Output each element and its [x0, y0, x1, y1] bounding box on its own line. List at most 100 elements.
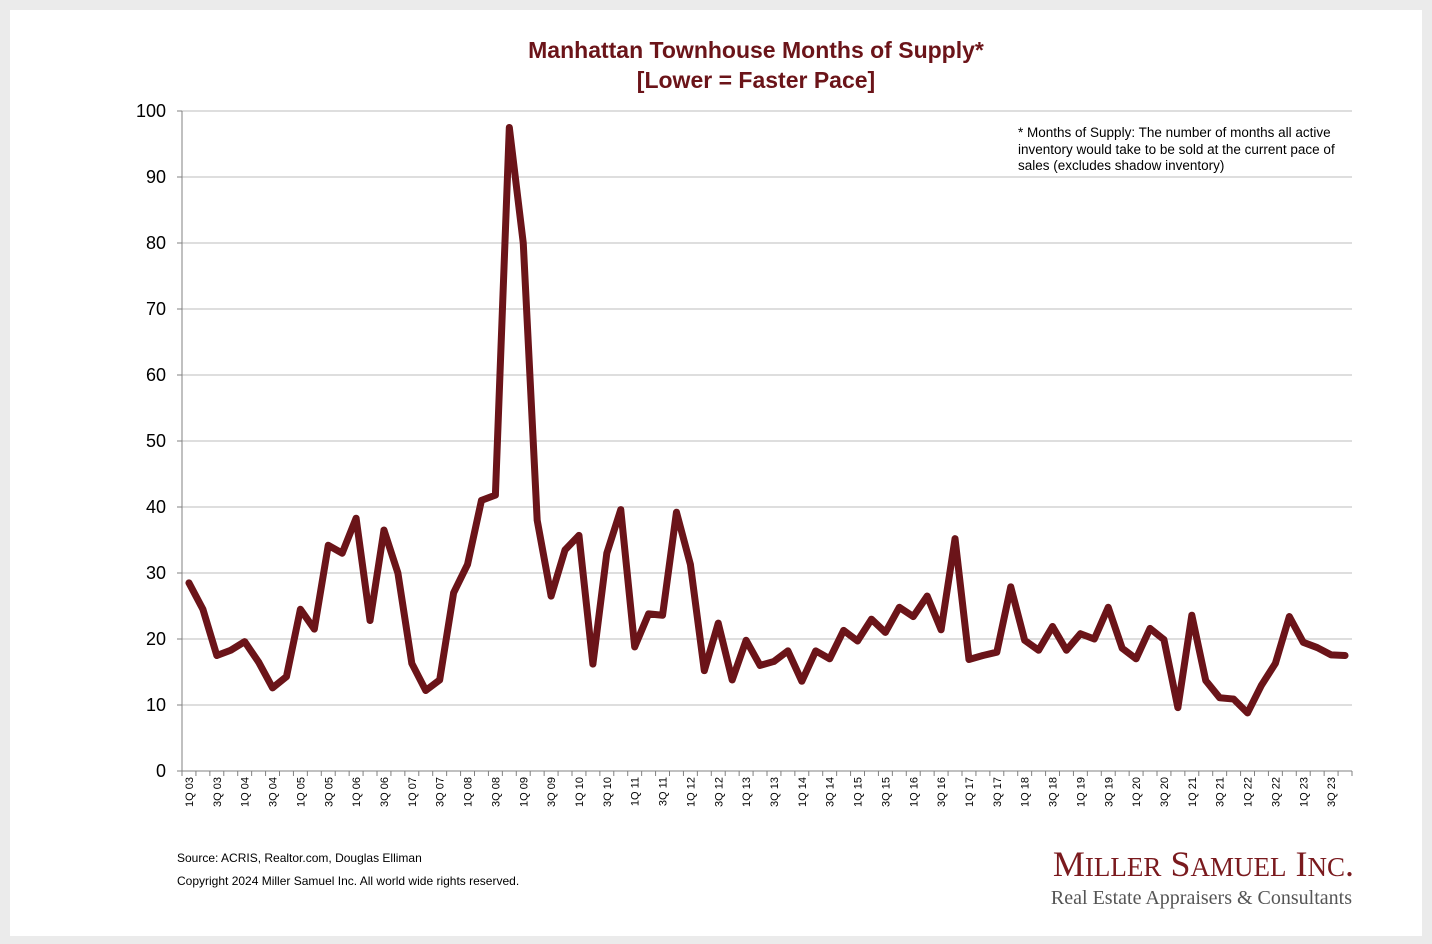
- data-point: [1313, 644, 1321, 651]
- supply-note-line-1: * Months of Supply: The number of months…: [1018, 125, 1331, 140]
- x-tick-label: 1Q 07: [407, 777, 419, 807]
- data-point: [1244, 709, 1251, 717]
- data-point: [324, 541, 332, 549]
- data-point: [241, 638, 248, 645]
- data-point: [213, 652, 221, 659]
- y-tick-label: 30: [146, 563, 166, 583]
- x-tick-label: 3Q 06: [379, 777, 391, 807]
- data-point: [1272, 660, 1279, 667]
- data-point: [603, 549, 611, 557]
- x-tick-label: 1Q 22: [1243, 777, 1255, 807]
- x-tick-label: 1Q 14: [797, 777, 809, 807]
- y-tick-label: 100: [136, 101, 166, 121]
- data-point: [422, 687, 430, 694]
- data-point: [283, 673, 290, 680]
- data-point: [450, 589, 457, 597]
- data-point: [993, 648, 1001, 656]
- data-point: [1049, 623, 1056, 630]
- x-tick-label: 3Q 15: [880, 777, 892, 807]
- x-tick-label: 1Q 08: [463, 777, 475, 807]
- data-point: [1146, 625, 1154, 632]
- data-point: [882, 629, 889, 636]
- data-point: [1063, 646, 1070, 654]
- x-tick-label: 3Q 18: [1048, 777, 1060, 807]
- x-tick-label: 3Q 07: [435, 777, 447, 807]
- supply-note-line-3: sales (excludes shadow inventory): [1018, 158, 1224, 173]
- y-tick-label: 70: [146, 299, 166, 319]
- x-tick-label: 1Q 11: [630, 777, 642, 806]
- chart-subtitle: [Lower = Faster Pace]: [637, 67, 875, 93]
- x-tick-label: 1Q 05: [295, 777, 307, 807]
- data-point: [519, 239, 527, 247]
- data-point: [965, 656, 973, 663]
- x-tick-label: 3Q 23: [1326, 777, 1338, 807]
- x-tick-label: 1Q 16: [908, 777, 920, 807]
- data-point: [366, 617, 374, 624]
- series-line-months-of-supply: [185, 124, 1349, 717]
- x-tick-label: 3Q 04: [268, 777, 280, 807]
- data-point: [812, 647, 820, 655]
- x-tick-label: 3Q 09: [546, 777, 558, 807]
- data-point: [770, 658, 778, 665]
- y-tick-label: 60: [146, 365, 166, 385]
- data-point: [896, 604, 903, 611]
- x-tick-label: 3Q 19: [1103, 777, 1115, 807]
- x-tick-label: 3Q 03: [212, 777, 224, 807]
- x-tick-label: 1Q 18: [1020, 777, 1032, 807]
- data-point: [617, 506, 625, 513]
- data-point: [1299, 639, 1307, 646]
- y-tick-label: 0: [156, 761, 166, 781]
- x-tick-label: 1Q 19: [1075, 777, 1087, 807]
- x-tick-label: 3Q 20: [1159, 777, 1171, 807]
- x-tick-label: 1Q 10: [574, 777, 586, 807]
- company-logo: MILLER SAMUEL INC. Real Estate Appraiser…: [1051, 844, 1354, 909]
- line-chart: Manhattan Townhouse Months of Supply* [L…: [136, 37, 1354, 909]
- data-point: [631, 643, 638, 651]
- data-point: [784, 647, 792, 655]
- data-point: [352, 514, 360, 522]
- chart-title: Manhattan Townhouse Months of Supply*: [528, 37, 984, 63]
- data-point: [1216, 694, 1223, 702]
- x-tick-label: 3Q 16: [936, 777, 948, 807]
- source-note: Source: ACRIS, Realtor.com, Douglas Elli…: [177, 851, 422, 865]
- x-tick-label: 3Q 11: [658, 777, 670, 806]
- data-point: [923, 592, 931, 600]
- x-tick-label: 3Q 21: [1215, 777, 1227, 807]
- logo-tagline: Real Estate Appraisers & Consultants: [1051, 887, 1352, 909]
- data-point: [937, 626, 945, 634]
- data-point: [1230, 695, 1237, 703]
- logo-company-name: MILLER SAMUEL INC.: [1053, 844, 1354, 884]
- x-tick-label: 1Q 09: [518, 777, 530, 807]
- data-point: [951, 535, 959, 542]
- data-point: [1188, 611, 1196, 619]
- y-axis-ticks: 0 10 20 30 40 50 60 70 80 90 100: [136, 101, 182, 781]
- data-point: [714, 619, 722, 627]
- data-point: [436, 676, 443, 684]
- data-point: [297, 606, 304, 613]
- data-point: [728, 676, 736, 684]
- data-point: [561, 546, 569, 554]
- data-point: [687, 561, 694, 568]
- x-tick-label: 3Q 17: [992, 777, 1004, 807]
- data-point: [533, 516, 541, 524]
- data-point: [380, 526, 388, 534]
- data-point: [645, 610, 652, 618]
- gridlines: [182, 110, 1352, 706]
- x-tick-label: 1Q 04: [240, 777, 252, 807]
- x-tick-label: 3Q 12: [713, 777, 725, 807]
- chart-frame: Manhattan Townhouse Months of Supply* [L…: [10, 10, 1422, 936]
- data-point: [1327, 651, 1335, 659]
- series: [185, 124, 1349, 717]
- data-point: [1091, 635, 1098, 643]
- x-tick-label: 1Q 15: [853, 777, 865, 807]
- data-point: [1174, 704, 1182, 711]
- y-tick-label: 20: [146, 629, 166, 649]
- x-tick-label: 1Q 12: [685, 777, 697, 807]
- data-point: [826, 655, 833, 663]
- data-point: [311, 625, 318, 633]
- data-point: [1160, 636, 1168, 643]
- y-tick-label: 10: [146, 695, 166, 715]
- data-point: [742, 637, 750, 644]
- data-point: [1132, 655, 1140, 663]
- data-point: [338, 549, 346, 557]
